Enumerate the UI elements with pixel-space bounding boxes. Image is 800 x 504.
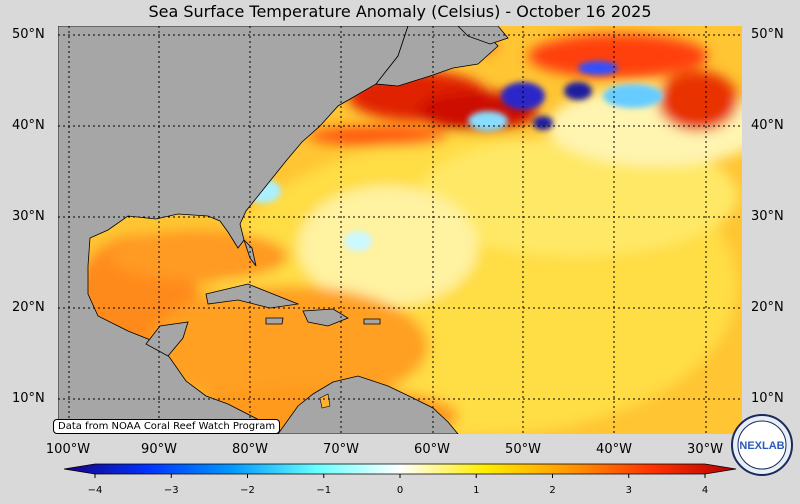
lat-label-50-right: 50°N [751, 27, 784, 42]
map-canvas [58, 26, 742, 434]
colorbar-tick-label: 1 [473, 485, 479, 496]
lat-label-30-left: 30°N [12, 209, 45, 224]
graticule [58, 26, 742, 434]
colorbar-strip [63, 463, 737, 475]
nexlab-logo: NEXLAB [731, 414, 793, 476]
lat-label-40-right: 40°N [751, 118, 784, 133]
nexlab-logo-svg: NEXLAB [731, 414, 793, 476]
lon-label-70w: 70°W [323, 442, 359, 457]
colorbar-tick-label: 3 [626, 485, 632, 496]
lat-label-20-left: 20°N [12, 300, 45, 315]
map-title: Sea Surface Temperature Anomaly (Celsius… [148, 2, 652, 21]
north-america-land [58, 26, 409, 434]
colorbar-tick-label: 0 [397, 485, 403, 496]
colorbar-svg: −4 −3 −2 −1 0 1 2 3 4 [63, 463, 737, 496]
lon-label-60w: 60°W [414, 442, 450, 457]
colorbar: −4 −3 −2 −1 0 1 2 3 4 [0, 460, 800, 500]
lat-label-40-left: 40°N [12, 118, 45, 133]
colorbar-tick-label: −1 [316, 485, 331, 496]
lon-label-40w: 40°W [596, 442, 632, 457]
lat-label-20-right: 20°N [751, 300, 784, 315]
south-america-land [277, 375, 459, 434]
cuba-land [205, 283, 300, 309]
lon-label-90w: 90°W [141, 442, 177, 457]
lat-label-30-right: 30°N [751, 209, 784, 224]
colorbar-tick-label: 2 [549, 485, 555, 496]
logo-text: NEXLAB [739, 440, 784, 452]
small-features [319, 393, 331, 409]
colorbar-tick-label: 4 [702, 485, 708, 496]
lon-label-30w: 30°W [687, 442, 723, 457]
yucatan-land [145, 321, 189, 357]
data-credit: Data from NOAA Coral Reef Watch Program [53, 419, 281, 434]
colorbar-tick-label: −3 [164, 485, 179, 496]
puerto-rico-land [363, 318, 381, 325]
lat-label-50-left: 50°N [12, 27, 45, 42]
colorbar-ticks: −4 −3 −2 −1 0 1 2 3 4 [88, 474, 708, 496]
lat-label-10-left: 10°N [12, 391, 45, 406]
logo-inner-ring [737, 420, 787, 470]
hispaniola-land [302, 308, 349, 327]
colorbar-tick-label: −2 [240, 485, 255, 496]
landmass [58, 26, 509, 434]
sst-anomaly-map [58, 26, 742, 434]
lat-label-10-right: 10°N [751, 391, 784, 406]
lake-maracaibo [319, 393, 331, 409]
lon-label-100w: 100°W [45, 442, 91, 457]
colorbar-tick-label: −4 [88, 485, 103, 496]
lon-label-50w: 50°W [505, 442, 541, 457]
lon-label-80w: 80°W [232, 442, 268, 457]
jamaica-land [265, 317, 284, 325]
